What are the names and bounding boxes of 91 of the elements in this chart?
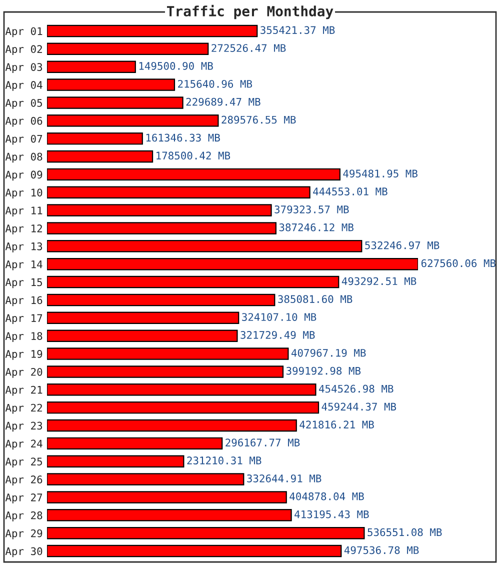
bar bbox=[47, 204, 272, 216]
data-label: 215640.96 MB bbox=[178, 80, 252, 88]
bar bbox=[47, 132, 143, 145]
y-tick-label: Apr 03 bbox=[5, 63, 42, 73]
data-label: 454526.98 MB bbox=[319, 384, 394, 393]
bar bbox=[47, 276, 340, 288]
y-tick-label: Apr 01 bbox=[5, 27, 42, 38]
bar bbox=[47, 24, 258, 38]
data-label: 289576.55 MB bbox=[222, 116, 296, 124]
y-tick-label: Apr 07 bbox=[5, 134, 42, 145]
data-label: 332644.91 MB bbox=[247, 474, 322, 482]
y-tick-label: Apr 09 bbox=[5, 170, 42, 181]
y-tick-label: Apr 20 bbox=[5, 368, 42, 378]
y-tick-label: Apr 16 bbox=[5, 296, 42, 306]
data-label: 161346.33 MB bbox=[146, 134, 220, 142]
y-tick-label: Apr 22 bbox=[5, 404, 42, 414]
bar bbox=[47, 60, 136, 73]
bar bbox=[47, 168, 340, 181]
data-label: 149500.90 MB bbox=[139, 62, 213, 70]
bar bbox=[47, 312, 240, 324]
bar bbox=[47, 186, 310, 198]
y-tick-label: Apr 27 bbox=[5, 493, 42, 504]
data-label: 407967.19 MB bbox=[291, 348, 366, 357]
data-label: 231210.31 MB bbox=[187, 456, 262, 464]
y-tick-label: Apr 19 bbox=[5, 350, 42, 360]
bar bbox=[47, 419, 297, 432]
y-tick-label: Apr 26 bbox=[5, 476, 42, 486]
bar bbox=[47, 526, 365, 540]
bar bbox=[47, 455, 184, 468]
data-label: 536551.08 MB bbox=[368, 528, 442, 536]
y-tick-label: Apr 02 bbox=[5, 45, 42, 56]
chart-title: Traffic per Monthday bbox=[166, 4, 334, 20]
bar bbox=[47, 78, 176, 91]
y-tick-label: Apr 13 bbox=[5, 242, 42, 252]
y-tick-label: Apr 04 bbox=[5, 81, 42, 91]
data-label: 532246.97 MB bbox=[365, 241, 440, 250]
data-label: 413195.43 MB bbox=[294, 510, 369, 518]
data-label: 627560.06 MB bbox=[421, 259, 496, 268]
data-label: 399192.98 MB bbox=[286, 366, 361, 375]
data-label: 387246.12 MB bbox=[279, 223, 354, 232]
bar bbox=[47, 544, 342, 558]
bar bbox=[47, 96, 184, 109]
data-label: 385081.60 MB bbox=[278, 295, 352, 304]
y-tick-label: Apr 30 bbox=[5, 547, 42, 558]
data-label: 324107.10 MB bbox=[242, 313, 316, 321]
bar bbox=[47, 473, 244, 486]
y-tick-label: Apr 10 bbox=[5, 188, 42, 199]
data-label: 459244.37 MB bbox=[322, 402, 396, 411]
y-tick-label: Apr 12 bbox=[5, 224, 42, 234]
data-label: 178500.42 MB bbox=[156, 152, 230, 160]
bar bbox=[47, 222, 276, 234]
data-label: 321729.49 MB bbox=[240, 331, 315, 339]
bar bbox=[47, 294, 276, 306]
data-label: 229689.47 MB bbox=[186, 98, 260, 106]
y-tick-label: Apr 15 bbox=[5, 278, 42, 288]
y-tick-label: Apr 23 bbox=[5, 422, 42, 432]
y-tick-label: Apr 11 bbox=[5, 206, 42, 216]
bar bbox=[47, 366, 284, 378]
y-tick-label: Apr 06 bbox=[5, 116, 42, 127]
bar bbox=[47, 437, 223, 450]
y-tick-label: Apr 08 bbox=[5, 152, 42, 163]
bar bbox=[47, 330, 238, 342]
data-label: 404878.04 MB bbox=[290, 492, 364, 500]
bar bbox=[47, 258, 418, 270]
y-tick-label: Apr 24 bbox=[5, 440, 42, 450]
bar bbox=[47, 384, 316, 396]
bar bbox=[47, 114, 219, 127]
data-label: 379323.57 MB bbox=[274, 205, 349, 214]
y-tick-label: Apr 29 bbox=[5, 529, 42, 540]
y-tick-label: Apr 21 bbox=[5, 386, 42, 396]
bar bbox=[47, 348, 289, 360]
bar bbox=[47, 42, 209, 56]
data-label: 355421.37 MB bbox=[260, 26, 335, 34]
y-tick-label: Apr 18 bbox=[5, 332, 42, 342]
data-label: 493292.51 MB bbox=[342, 277, 416, 286]
y-tick-label: Apr 05 bbox=[5, 98, 42, 109]
y-tick-label: Apr 28 bbox=[5, 511, 42, 522]
bar bbox=[47, 491, 287, 504]
y-tick-label: Apr 17 bbox=[5, 314, 42, 324]
data-label: 296167.77 MB bbox=[226, 438, 300, 446]
data-label: 497536.78 MB bbox=[344, 546, 419, 554]
y-tick-label: Apr 14 bbox=[5, 260, 42, 270]
data-label: 421816.21 MB bbox=[300, 420, 374, 429]
bar bbox=[47, 240, 362, 252]
y-tick-label: Apr 25 bbox=[5, 458, 42, 468]
data-label: 444553.01 MB bbox=[313, 188, 388, 196]
bar bbox=[47, 509, 292, 522]
data-label: 272526.47 MB bbox=[212, 44, 286, 52]
bar bbox=[47, 150, 154, 163]
data-label: 495481.95 MB bbox=[343, 170, 418, 178]
bar bbox=[47, 401, 320, 414]
